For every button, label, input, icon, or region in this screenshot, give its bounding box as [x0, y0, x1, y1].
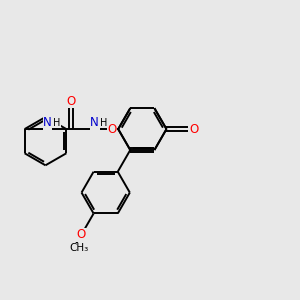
- Text: N: N: [90, 116, 99, 129]
- Text: CH₃: CH₃: [70, 243, 89, 254]
- Text: O: O: [190, 123, 199, 136]
- Text: H: H: [100, 118, 107, 128]
- Text: O: O: [77, 228, 86, 241]
- Text: O: O: [67, 94, 76, 108]
- Text: H: H: [53, 118, 60, 128]
- Text: N: N: [43, 116, 52, 129]
- Text: O: O: [107, 123, 116, 136]
